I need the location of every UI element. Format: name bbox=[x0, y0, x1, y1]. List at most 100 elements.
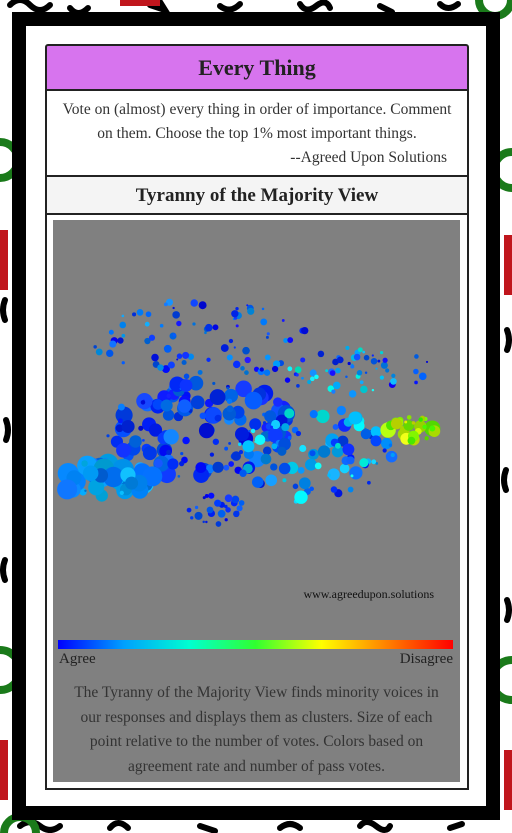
cluster-point bbox=[224, 494, 233, 503]
cluster-point bbox=[226, 354, 233, 361]
cluster-point bbox=[194, 505, 199, 510]
cluster-point bbox=[226, 386, 230, 390]
cluster-point bbox=[377, 359, 381, 363]
cluster-point bbox=[332, 381, 341, 390]
cluster-point bbox=[212, 381, 216, 386]
cluster-point bbox=[287, 366, 293, 372]
cluster-point bbox=[309, 410, 318, 419]
cluster-point bbox=[281, 423, 290, 432]
cluster-point bbox=[142, 446, 157, 461]
cluster-point bbox=[190, 516, 194, 520]
cluster-point bbox=[336, 356, 344, 364]
cluster-point bbox=[116, 442, 131, 458]
cluster-point bbox=[349, 466, 363, 480]
cluster-point bbox=[157, 364, 164, 371]
cluster-point bbox=[406, 415, 412, 420]
cluster-point bbox=[260, 318, 268, 326]
cluster-point bbox=[264, 354, 271, 361]
cluster-point bbox=[249, 418, 262, 431]
cluster-point bbox=[307, 380, 312, 385]
cluster-point bbox=[106, 434, 110, 438]
cluster-point bbox=[163, 344, 172, 353]
cluster-point bbox=[353, 353, 361, 361]
cluster-point bbox=[425, 360, 429, 364]
cluster-point bbox=[95, 348, 103, 356]
cluster-point bbox=[177, 399, 192, 413]
cluster-point bbox=[57, 479, 78, 500]
cluster-point bbox=[195, 462, 207, 474]
cluster-point bbox=[140, 400, 146, 405]
cluster-point bbox=[331, 445, 344, 458]
cluster-point bbox=[167, 361, 175, 369]
cluster-point bbox=[390, 418, 403, 430]
cluster-point bbox=[220, 344, 229, 352]
cluster-point bbox=[309, 369, 317, 377]
cluster-point bbox=[309, 486, 314, 492]
cluster-point bbox=[301, 326, 309, 335]
cluster-point bbox=[335, 367, 341, 374]
cluster-point bbox=[162, 365, 170, 374]
cluster-point bbox=[339, 463, 350, 474]
cluster-point bbox=[235, 380, 252, 398]
cluster-point bbox=[254, 434, 266, 446]
cluster-point bbox=[418, 417, 423, 422]
cluster-point bbox=[390, 378, 397, 385]
cluster-point bbox=[317, 350, 325, 358]
cluster-point bbox=[82, 465, 99, 481]
cluster-point bbox=[370, 357, 378, 365]
cluster-point bbox=[202, 520, 205, 524]
cluster-point bbox=[244, 356, 251, 364]
cluster-point bbox=[346, 456, 355, 465]
cluster-point bbox=[295, 430, 302, 437]
cluster-point bbox=[266, 332, 270, 336]
cluster-point bbox=[391, 373, 396, 378]
cluster-point bbox=[251, 476, 264, 488]
cluster-point bbox=[84, 489, 87, 492]
cluster-point bbox=[296, 384, 300, 388]
cluster-point bbox=[176, 353, 183, 359]
cluster-point bbox=[204, 494, 209, 498]
cluster-point bbox=[212, 324, 219, 331]
cluster-point bbox=[182, 351, 190, 359]
color-scale bbox=[58, 640, 453, 649]
cluster-point bbox=[350, 364, 355, 369]
cluster-point bbox=[192, 322, 196, 326]
cluster-point bbox=[204, 331, 207, 335]
cluster-point bbox=[115, 424, 124, 433]
cluster-point bbox=[364, 427, 367, 430]
cluster-point bbox=[382, 357, 388, 363]
cluster-point bbox=[382, 448, 387, 453]
cluster-point bbox=[145, 311, 152, 318]
cluster-point bbox=[81, 460, 88, 467]
cluster-point bbox=[305, 458, 317, 471]
cluster-point bbox=[194, 511, 203, 520]
cluster-point bbox=[379, 375, 384, 380]
cluster-point bbox=[121, 333, 126, 338]
cluster-point bbox=[183, 373, 190, 380]
cluster-point bbox=[314, 462, 322, 470]
cluster-point bbox=[188, 375, 204, 391]
cluster-point bbox=[224, 504, 228, 509]
cluster-point bbox=[375, 461, 379, 465]
cluster-point bbox=[317, 445, 331, 458]
cluster-point bbox=[347, 361, 351, 366]
cluster-point bbox=[226, 398, 233, 404]
cluster-point bbox=[253, 366, 260, 372]
cluster-point bbox=[121, 314, 125, 318]
cluster-point bbox=[208, 492, 215, 499]
cluster-point bbox=[240, 366, 245, 371]
cluster-point bbox=[261, 307, 265, 311]
cluster-point bbox=[418, 372, 427, 381]
cluster-point bbox=[117, 337, 124, 344]
scale-high-label: Disagree bbox=[399, 651, 453, 667]
cluster-point bbox=[235, 324, 239, 328]
cluster-point bbox=[359, 380, 364, 385]
cluster-point bbox=[209, 452, 215, 457]
cluster-point bbox=[413, 368, 419, 375]
cluster-point bbox=[272, 360, 281, 368]
cluster-point bbox=[363, 354, 370, 361]
cluster-point bbox=[172, 311, 180, 319]
cluster-point bbox=[262, 421, 267, 425]
cluster-point bbox=[350, 474, 354, 478]
cluster-point bbox=[278, 462, 291, 475]
